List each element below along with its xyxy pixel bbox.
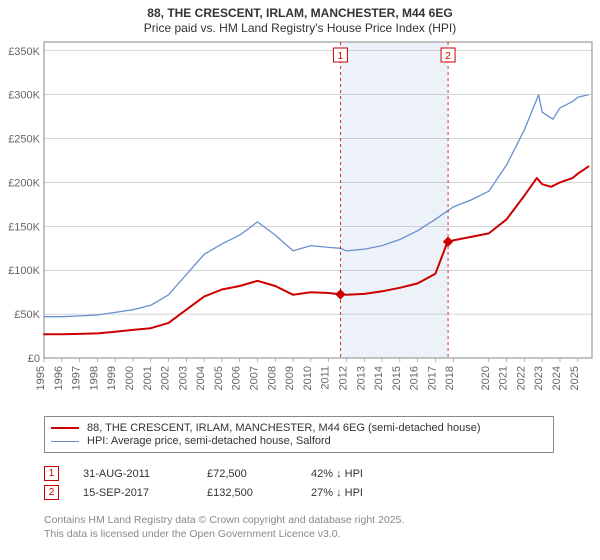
chart-title-block: 88, THE CRESCENT, IRLAM, MANCHESTER, M44… (0, 0, 600, 37)
sale-row-marker: 1 (44, 466, 59, 481)
title-line1: 88, THE CRESCENT, IRLAM, MANCHESTER, M44… (10, 6, 590, 20)
sale-row-price: £72,500 (207, 468, 287, 480)
y-tick-label: £200K (8, 177, 40, 189)
x-tick-label: 2024 (551, 366, 563, 390)
legend-row: HPI: Average price, semi-detached house,… (51, 435, 547, 447)
sale-row-marker: 2 (44, 485, 59, 500)
x-tick-label: 2015 (391, 366, 403, 390)
x-tick-label: 2004 (195, 366, 207, 390)
attribution-text: Contains HM Land Registry data © Crown c… (44, 514, 404, 541)
x-tick-label: 2001 (142, 366, 154, 390)
series-hpi (44, 95, 588, 317)
price-chart: £0 £50K £100K £150K £200K £250K £300K £350K 1995… (0, 38, 600, 408)
sale-marker-number: 2 (445, 51, 451, 62)
chart-area: £0 £50K £100K £150K £200K £250K £300K £350K 1995… (0, 38, 600, 408)
x-tick-label: 2009 (284, 366, 296, 390)
y-tick-label: £0 (28, 353, 40, 365)
x-tick-label: 2012 (337, 366, 349, 390)
legend-label: 88, THE CRESCENT, IRLAM, MANCHESTER, M44… (87, 422, 480, 434)
title-line2: Price paid vs. HM Land Registry's House … (10, 21, 590, 35)
y-tick-label: £350K (8, 46, 40, 58)
legend-swatch (51, 427, 79, 429)
x-tick-label: 2005 (213, 366, 225, 390)
legend-label: HPI: Average price, semi-detached house,… (87, 435, 331, 447)
y-tick-label: £100K (8, 265, 40, 277)
y-tick-label: £150K (8, 221, 40, 233)
series-property (44, 167, 588, 335)
legend-row: 88, THE CRESCENT, IRLAM, MANCHESTER, M44… (51, 422, 547, 434)
x-tick-label: 2014 (373, 366, 385, 390)
sale-row-delta: 42% ↓ HPI (311, 468, 401, 480)
x-tick-label: 2020 (480, 366, 492, 390)
legend-swatch (51, 441, 79, 442)
y-tick-label: £300K (8, 90, 40, 102)
x-tick-label: 2006 (231, 366, 243, 390)
x-tick-label: 2023 (533, 366, 545, 390)
x-tick-label: 2021 (498, 366, 510, 390)
sale-row-price: £132,500 (207, 487, 287, 499)
x-tick-label: 2022 (515, 366, 527, 390)
y-tick-label: £250K (8, 134, 40, 146)
x-tick-label: 2000 (124, 366, 136, 390)
attribution-line2: This data is licensed under the Open Gov… (44, 528, 404, 542)
x-tick-label: 2011 (320, 366, 332, 390)
x-tick-label: 2010 (302, 366, 314, 390)
sale-marker-number: 1 (338, 51, 344, 62)
x-tick-label: 2008 (266, 366, 278, 390)
sales-row: 1 31-AUG-2011 £72,500 42% ↓ HPI (44, 466, 401, 481)
x-tick-label: 2018 (444, 366, 456, 390)
sales-row: 2 15-SEP-2017 £132,500 27% ↓ HPI (44, 485, 401, 500)
x-tick-label: 2025 (569, 366, 581, 390)
sale-row-date: 15-SEP-2017 (83, 487, 183, 499)
x-tick-label: 2003 (177, 366, 189, 390)
attribution-line1: Contains HM Land Registry data © Crown c… (44, 514, 404, 528)
sales-table: 1 31-AUG-2011 £72,500 42% ↓ HPI 2 15-SEP-2017… (44, 462, 401, 504)
x-tick-label: 1998 (88, 366, 100, 390)
sale-row-date: 31-AUG-2011 (83, 468, 183, 480)
shaded-ownership-band (340, 42, 448, 358)
x-tick-label: 1999 (106, 366, 118, 390)
chart-legend: 88, THE CRESCENT, IRLAM, MANCHESTER, M44… (44, 416, 554, 453)
x-tick-label: 1997 (71, 366, 83, 390)
x-tick-label: 2013 (355, 366, 367, 390)
x-tick-label: 2007 (249, 366, 261, 390)
x-tick-label: 2002 (160, 366, 172, 390)
x-tick-label: 2017 (426, 366, 438, 390)
x-tick-label: 1995 (35, 366, 47, 390)
sale-row-delta: 27% ↓ HPI (311, 487, 401, 499)
x-tick-label: 2016 (409, 366, 421, 390)
y-tick-label: £50K (14, 309, 40, 321)
x-tick-label: 1996 (53, 366, 65, 390)
